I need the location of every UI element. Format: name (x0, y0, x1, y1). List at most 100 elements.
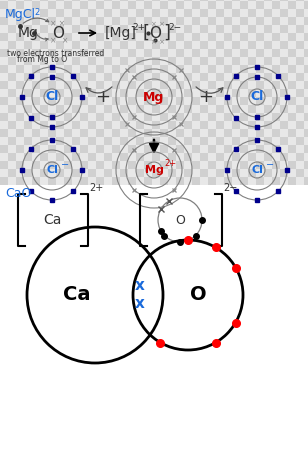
Bar (304, 9, 308, 17)
Bar (288, 161, 296, 169)
Bar (64, 81, 72, 89)
Bar (192, 73, 200, 81)
Text: × ×: × × (50, 20, 65, 29)
Bar (240, 1, 248, 9)
Bar (88, 137, 96, 145)
Bar (16, 25, 24, 33)
Bar (240, 137, 248, 145)
Bar (192, 153, 200, 161)
Bar (232, 49, 240, 57)
Bar (128, 65, 136, 73)
Bar (48, 49, 56, 57)
Bar (272, 129, 280, 137)
Bar (160, 17, 168, 25)
Bar (104, 0, 112, 1)
Bar (80, 161, 88, 169)
Bar (256, 177, 264, 185)
Bar (256, 1, 264, 9)
Bar (208, 9, 216, 17)
Bar (80, 57, 88, 65)
Bar (8, 81, 16, 89)
Bar (128, 81, 136, 89)
Bar (144, 161, 152, 169)
Bar (136, 49, 144, 57)
Bar (128, 153, 136, 161)
Bar (64, 9, 72, 17)
Bar (264, 49, 272, 57)
Bar (136, 33, 144, 41)
Bar (304, 121, 308, 129)
Bar (112, 153, 120, 161)
Bar (144, 89, 152, 97)
Bar (120, 17, 128, 25)
Bar (184, 121, 192, 129)
Bar (8, 129, 16, 137)
Bar (200, 65, 208, 73)
Bar (40, 177, 48, 185)
Bar (144, 169, 152, 177)
Bar (240, 89, 248, 97)
Bar (184, 177, 192, 185)
Bar (112, 9, 120, 17)
Bar (288, 73, 296, 81)
Bar (8, 105, 16, 113)
Bar (72, 33, 80, 41)
Bar (280, 121, 288, 129)
Bar (16, 33, 24, 41)
Text: CaO: CaO (5, 187, 31, 200)
Bar (200, 97, 208, 105)
Bar (224, 41, 232, 49)
Text: Mg: Mg (18, 26, 39, 40)
Bar (192, 113, 200, 121)
Bar (272, 9, 280, 17)
Bar (304, 89, 308, 97)
Bar (32, 137, 40, 145)
Bar (216, 105, 224, 113)
Bar (32, 41, 40, 49)
Bar (112, 137, 120, 145)
Bar (112, 161, 120, 169)
Bar (120, 33, 128, 41)
Bar (96, 129, 104, 137)
Bar (264, 105, 272, 113)
Bar (160, 129, 168, 137)
Bar (104, 105, 112, 113)
Bar (232, 129, 240, 137)
Bar (8, 177, 16, 185)
Bar (160, 105, 168, 113)
Bar (280, 177, 288, 185)
Bar (216, 0, 224, 1)
Bar (56, 33, 64, 41)
Bar (256, 169, 264, 177)
Bar (24, 97, 32, 105)
Bar (184, 129, 192, 137)
Bar (272, 97, 280, 105)
Bar (280, 89, 288, 97)
Bar (184, 25, 192, 33)
Bar (296, 17, 304, 25)
Bar (0, 25, 8, 33)
Bar (104, 145, 112, 153)
Bar (184, 9, 192, 17)
Bar (304, 1, 308, 9)
Bar (96, 121, 104, 129)
Bar (160, 161, 168, 169)
Bar (200, 113, 208, 121)
Bar (232, 97, 240, 105)
Bar (192, 41, 200, 49)
Bar (96, 0, 104, 1)
Bar (256, 9, 264, 17)
Bar (40, 137, 48, 145)
Text: x: x (135, 295, 144, 310)
Bar (0, 137, 8, 145)
Bar (120, 25, 128, 33)
Bar (72, 0, 80, 1)
Bar (72, 137, 80, 145)
Bar (96, 17, 104, 25)
Bar (296, 81, 304, 89)
Bar (176, 161, 184, 169)
Bar (288, 129, 296, 137)
Bar (80, 17, 88, 25)
Bar (288, 105, 296, 113)
Bar (56, 49, 64, 57)
